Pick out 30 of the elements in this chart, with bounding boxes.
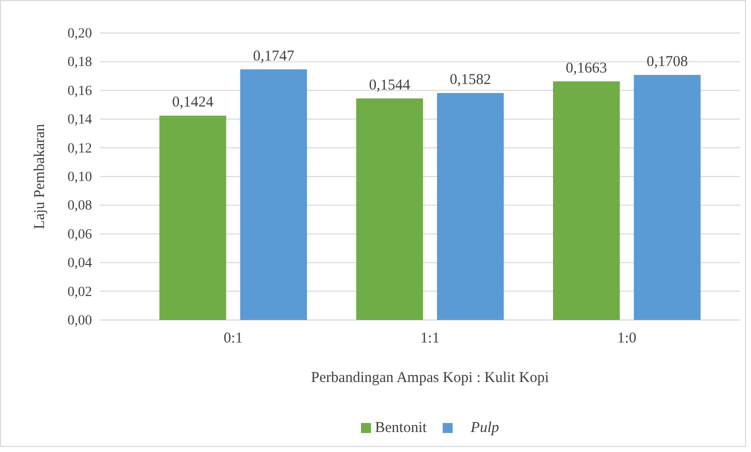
x-axis-title: Perbandingan Ampas Kopi : Kulit Kopi: [311, 370, 549, 386]
bar: [240, 69, 307, 320]
data-label: 0,1708: [646, 54, 688, 70]
y-tick-label: 0,20: [68, 26, 92, 42]
legend-label: Pulp: [470, 420, 500, 436]
y-axis-title: Laju Pembakaran: [32, 123, 48, 230]
y-tick-label: 0,10: [68, 170, 92, 185]
y-tick-label: 0,00: [68, 313, 92, 328]
bar: [159, 116, 226, 320]
data-label: 0,1424: [172, 94, 214, 111]
bar: [437, 92, 504, 320]
data-label: 0,1663: [566, 60, 608, 76]
x-tick-label: 1:1: [420, 330, 440, 347]
y-tick-label: 0,18: [68, 55, 92, 70]
x-tick-label: 1:0: [617, 330, 636, 347]
y-tick-label: 0,12: [68, 141, 92, 156]
bar: [553, 81, 620, 320]
y-tick-label: 0,06: [68, 227, 92, 242]
y-tick-label: 0,04: [68, 256, 92, 272]
y-tick-label: 0,16: [68, 84, 92, 99]
y-tick-label: 0,08: [68, 198, 92, 214]
data-label: 0,1582: [450, 72, 492, 88]
legend-label: Bentonit: [374, 420, 428, 436]
bar: [356, 98, 423, 320]
x-tick-label: 0:1: [224, 330, 243, 347]
y-tick-label: 0,02: [68, 284, 92, 300]
data-label: 0,1747: [252, 48, 295, 64]
y-tick-label: 0,14: [68, 112, 92, 128]
data-label: 0,1544: [368, 77, 411, 94]
bar: [634, 74, 701, 320]
